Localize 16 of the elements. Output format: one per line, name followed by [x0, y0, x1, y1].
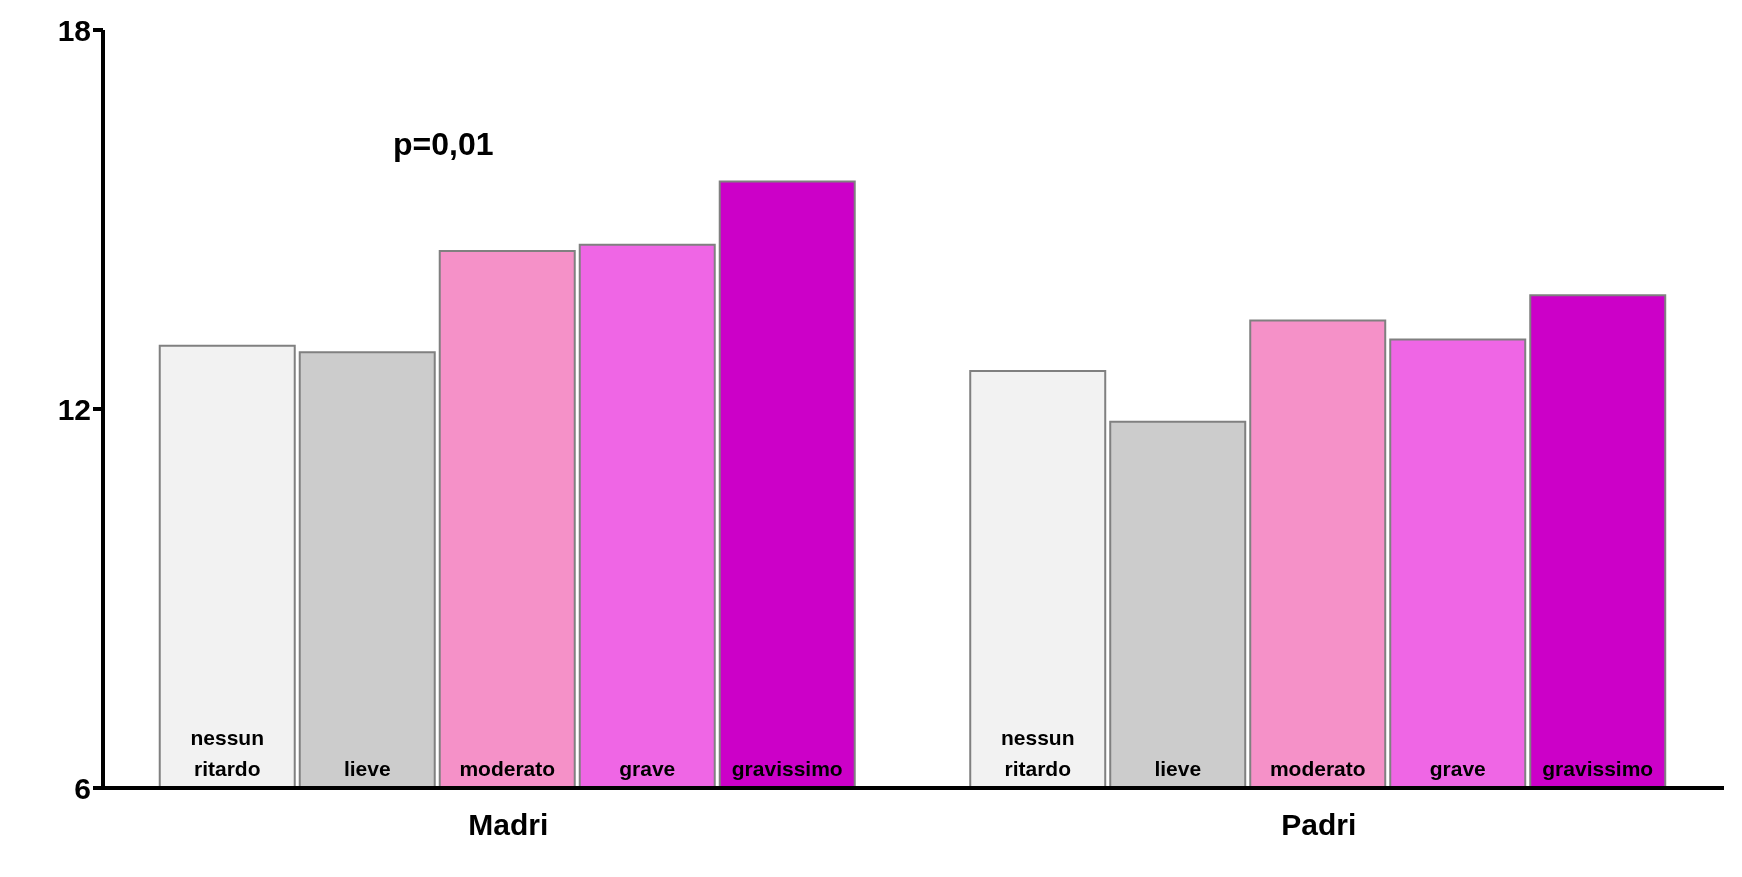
- text: nessun ritardo: [1000, 726, 1075, 780]
- text: gravissimo: [1542, 757, 1654, 780]
- series-label: grave: [619, 757, 676, 780]
- series-label: nessun ritardo: [190, 726, 264, 780]
- y-tick-label: 18: [57, 13, 91, 47]
- series-label: gravissimo: [731, 757, 843, 780]
- y-tick-label: 12: [57, 392, 91, 426]
- series-label: lieve: [343, 757, 391, 780]
- x-tick-label: Madri: [468, 808, 549, 842]
- text: lieve: [1154, 757, 1202, 780]
- x-tick-label: Padri: [1281, 808, 1357, 842]
- text: grave: [1429, 757, 1486, 780]
- annotation: p=0,01: [393, 126, 494, 163]
- y-tick-label: 6: [74, 771, 91, 805]
- series-label: moderato: [459, 757, 556, 780]
- text: moderato: [1269, 757, 1366, 780]
